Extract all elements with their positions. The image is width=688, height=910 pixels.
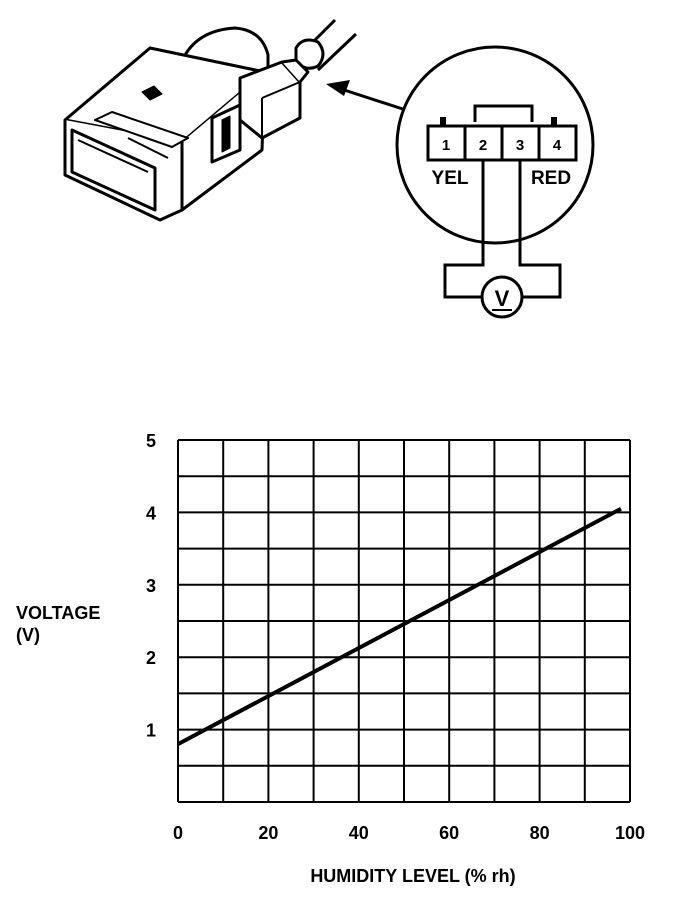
wire-yel-label: YEL (432, 168, 469, 189)
chart-series (177, 507, 622, 746)
pin-4-label: 4 (553, 137, 562, 154)
chart-grid (177, 439, 631, 803)
pointer-arrow (326, 80, 413, 114)
x-axis-label: HUMIDITY LEVEL (% rh) (310, 866, 515, 886)
svg-text:V: V (495, 286, 510, 311)
x-tick-label: 40 (349, 823, 369, 843)
pin-row (426, 124, 578, 162)
y-tick-label: 4 (146, 503, 156, 523)
voltage-series-line (177, 507, 622, 746)
x-tick-label: 0 (173, 823, 183, 843)
wire-red-label: RED (531, 168, 571, 189)
y-tick-label: 3 (146, 576, 156, 596)
pin-3-label: 3 (516, 137, 524, 154)
voltmeter-icon: V (480, 275, 524, 319)
connector-illustration (63, 18, 358, 222)
y-axis-label-line-2: (V) (16, 625, 40, 645)
connector-detail-circle: 1 2 3 4 YEL RED (395, 45, 595, 245)
x-tick-label: 60 (439, 823, 459, 843)
x-tick-label: 100 (615, 823, 645, 843)
chart-ticks: 0 20 40 60 80 100 1 2 3 4 5 (146, 431, 645, 843)
voltmeter-circuit (443, 160, 562, 299)
y-tick-label: 5 (146, 431, 156, 451)
y-tick-label: 1 (146, 721, 156, 741)
x-tick-label: 20 (258, 823, 278, 843)
y-tick-label: 2 (146, 648, 156, 668)
pin-2-label: 2 (479, 137, 487, 154)
pin-1-label: 1 (442, 137, 450, 154)
x-tick-label: 80 (530, 823, 550, 843)
y-axis-label-line-1: VOLTAGE (16, 603, 100, 623)
